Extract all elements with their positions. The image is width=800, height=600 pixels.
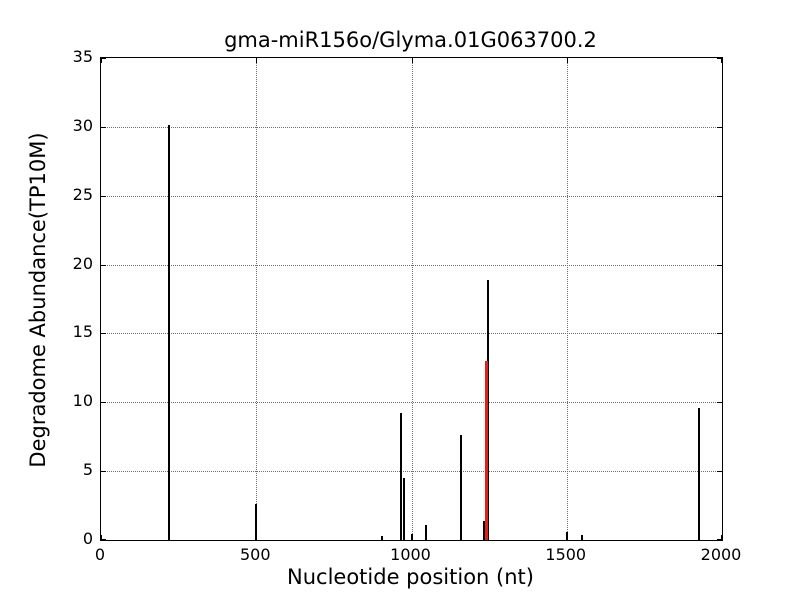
tick-mark [101,58,106,59]
y-tick-label: 10 [72,391,93,411]
x-tick-label: 500 [239,545,271,564]
chart-title: gma-miR156o/Glyma.01G063700.2 [224,28,597,52]
data-spike [565,531,568,540]
plot-area [100,57,723,541]
tick-mark [101,195,106,197]
x-tick-label: 1000 [390,545,431,564]
target-site-spike [485,360,489,540]
y-tick-label: 5 [82,460,93,480]
tick-mark [101,126,106,128]
x-axis-label: Nucleotide position (nt) [287,565,534,589]
data-spike [459,435,462,540]
y-tick-label: 20 [72,253,93,273]
data-spike [168,125,171,540]
tick-mark [101,402,106,404]
tick-mark [721,535,722,540]
x-tick-label: 1500 [545,545,587,564]
data-spike [381,535,384,540]
tick-mark [101,535,102,540]
tick-mark [717,195,722,197]
gridline-x [411,58,413,540]
data-spike [410,533,413,540]
tick-mark [717,58,722,59]
y-tick-label: 25 [72,184,93,204]
x-tick-label: 2000 [700,545,742,564]
data-spike [425,524,428,540]
data-spike [255,504,258,540]
tick-mark [717,402,722,404]
y-axis-label: Degradome Abundance(TP10M) [26,132,50,468]
tick-mark [101,539,106,540]
gridline-x [566,58,568,540]
tick-mark [717,471,722,473]
tick-mark [101,264,106,266]
data-spike [403,478,406,540]
data-spike [482,520,485,540]
tick-mark [256,58,258,63]
x-tick-label: 0 [94,545,106,564]
tick-mark [717,264,722,266]
tick-mark [717,126,722,128]
y-tick-label: 30 [72,115,93,135]
tick-mark [721,58,722,63]
data-spike [698,407,701,540]
y-tick-label: 0 [82,529,93,548]
tick-mark [101,58,102,63]
tick-mark [717,539,722,540]
tick-mark [411,58,413,63]
data-spike [399,413,402,540]
tick-mark [566,58,568,63]
tick-mark [101,333,106,335]
data-spike [580,534,583,540]
y-tick-label: 15 [72,322,93,342]
tick-mark [717,333,722,335]
y-tick-label: 35 [72,47,93,66]
tick-mark [101,471,106,473]
gridline-x [256,58,258,540]
